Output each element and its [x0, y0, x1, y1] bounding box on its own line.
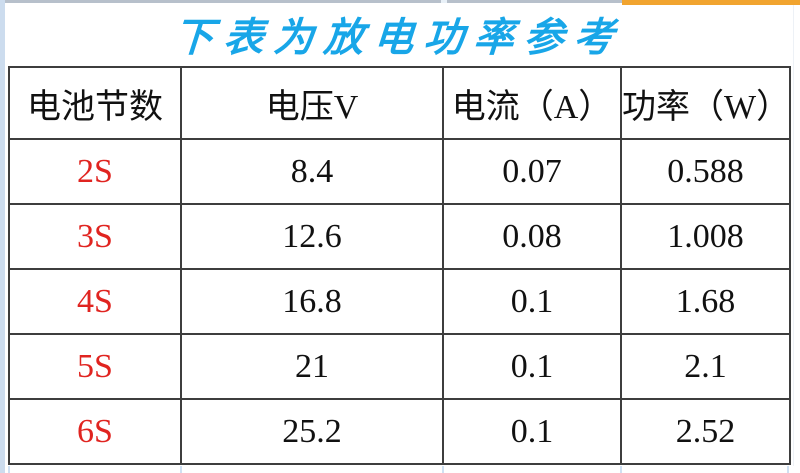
header-battery-cells: 电池节数: [8, 66, 182, 140]
cell-current: 0.1: [442, 268, 622, 335]
right-gridline: [793, 5, 794, 466]
top-right-orange-bar: [622, 0, 800, 5]
cell-current: 0.1: [442, 398, 622, 465]
header-current: 电流（A）: [442, 66, 622, 140]
cell-battery-cells: 5S: [8, 333, 182, 400]
cell-power: 2.52: [620, 398, 791, 465]
cell-power: 1.68: [620, 268, 791, 335]
table-row: 4S 16.8 0.1 1.68: [8, 268, 791, 335]
cell-battery-cells: 2S: [8, 138, 182, 205]
cell-battery-cells: 3S: [8, 203, 182, 270]
top-gridline-strip: [5, 0, 622, 3]
header-power: 功率（W）: [620, 66, 791, 140]
top-gridline-cell-gap: [441, 0, 447, 3]
cell-voltage: 8.4: [180, 138, 444, 205]
table-row: 5S 21 0.1 2.1: [8, 333, 791, 400]
discharge-power-reference-table: 电池节数 电压V 电流（A） 功率（W） 2S 8.4 0.07 0.588 3…: [8, 66, 791, 465]
cell-power: 2.1: [620, 333, 791, 400]
cell-voltage: 25.2: [180, 398, 444, 465]
cell-power: 1.008: [620, 203, 791, 270]
table-row: 3S 12.6 0.08 1.008: [8, 203, 791, 270]
cell-voltage: 16.8: [180, 268, 444, 335]
bottom-gridline-tick: [620, 466, 622, 473]
bottom-gridline-tick: [8, 466, 10, 473]
cell-battery-cells: 4S: [8, 268, 182, 335]
table-row: 6S 25.2 0.1 2.52: [8, 398, 791, 465]
bottom-gridline-tick: [180, 466, 182, 473]
cell-current: 0.1: [442, 333, 622, 400]
cell-current: 0.07: [442, 138, 622, 205]
cell-current: 0.08: [442, 203, 622, 270]
header-voltage: 电压V: [180, 66, 444, 140]
page-title: 下表为放电功率参考: [172, 15, 626, 60]
left-gridline-strip: [0, 0, 5, 473]
bottom-gridline-tick: [787, 466, 789, 473]
bottom-gridline-tick: [442, 466, 444, 473]
cell-voltage: 21: [180, 333, 444, 400]
cell-voltage: 12.6: [180, 203, 444, 270]
table-row: 2S 8.4 0.07 0.588: [8, 138, 791, 205]
header-row: 电池节数 电压V 电流（A） 功率（W）: [8, 66, 791, 140]
cell-power: 0.588: [620, 138, 791, 205]
title-row: 下表为放电功率参考: [8, 3, 790, 65]
cell-battery-cells: 6S: [8, 398, 182, 465]
